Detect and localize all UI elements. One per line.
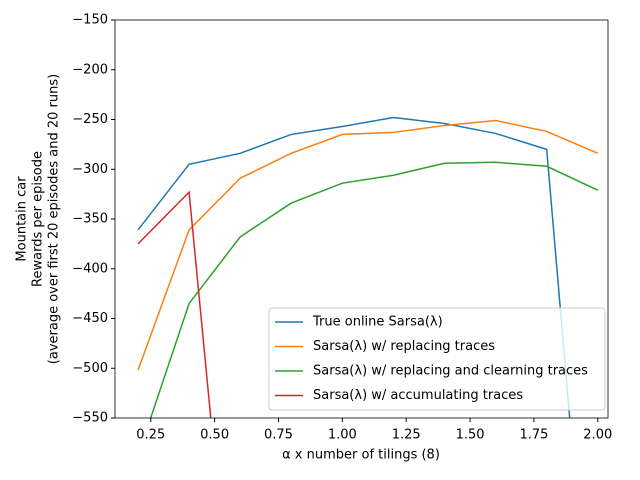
y-tick-label: −500 [72,361,108,376]
y-axis-label: Mountain car [15,176,30,262]
y-axis-label: Rewards per episode [31,151,46,287]
axes-frame [114,19,609,419]
legend-box [268,307,606,411]
y-tick-label: −550 [72,411,108,426]
y-tick-label: −200 [72,62,108,77]
y-tick-label: −450 [72,311,108,326]
x-axis-label: α x number of tilings (8) [282,448,440,463]
x-tick-label: 2.00 [583,428,612,443]
y-tick-label: −150 [72,13,108,28]
legend-label: Sarsa(λ) w/ replacing traces [313,339,495,354]
x-tick-label: 0.50 [200,428,229,443]
x-tick-label: 1.50 [456,428,485,443]
y-tick-label: −350 [72,212,108,227]
y-tick-label: −400 [72,261,108,276]
x-tick-label: 0.75 [264,428,293,443]
y-tick-label: −300 [72,162,108,177]
legend-label: Sarsa(λ) w/ accumulating traces [313,388,523,403]
plot-area [137,116,599,418]
x-tick-label: 1.00 [328,428,357,443]
data-line [149,161,599,418]
x-tick-label: 1.25 [392,428,421,443]
data-line [137,190,212,418]
data-line [137,119,599,371]
y-tick-label: −250 [72,112,108,127]
y-axis-label: (average over first 20 episodes and 20 r… [47,74,62,364]
legend-label: Sarsa(λ) w/ replacing and clearning trac… [313,364,588,379]
legend-label: True online Sarsa(λ) [312,315,443,330]
x-tick-label: 1.75 [519,428,548,443]
x-tick-label: 0.25 [136,428,165,443]
data-line [137,116,571,418]
